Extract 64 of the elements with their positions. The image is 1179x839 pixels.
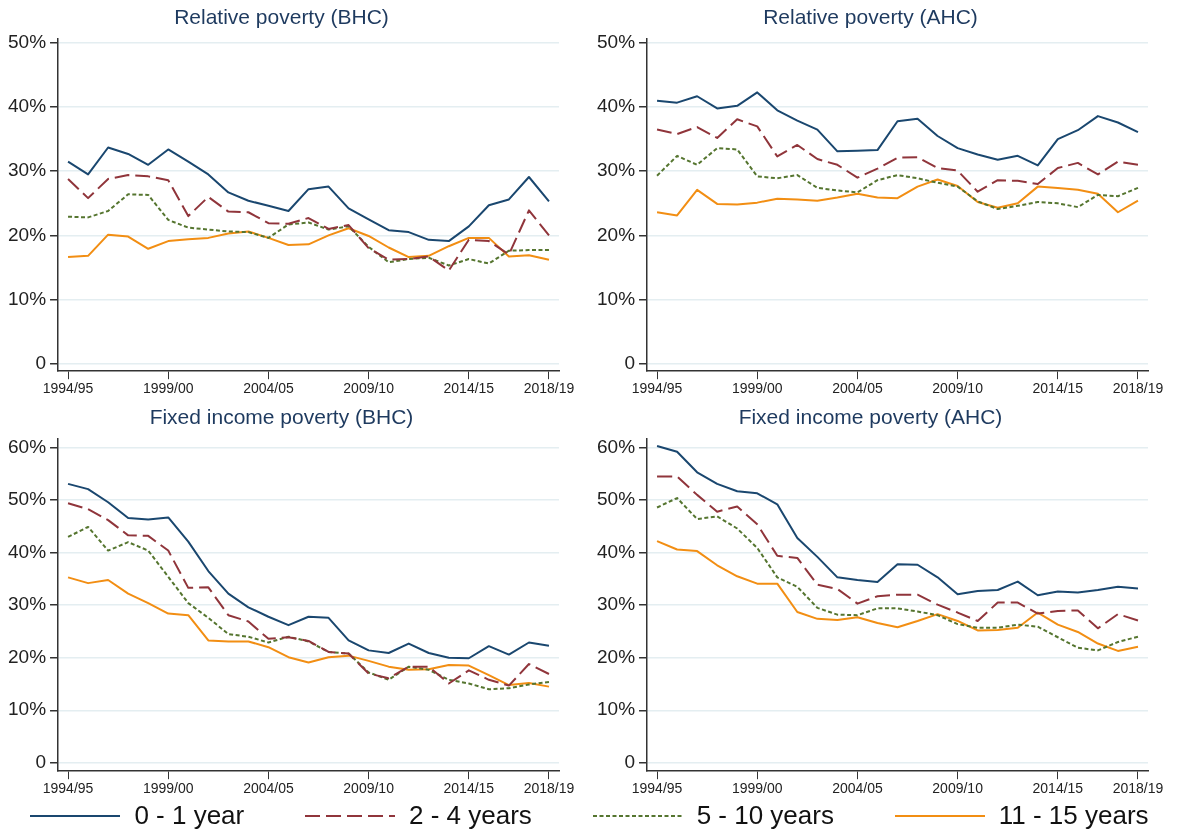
legend-label: 2 - 4 years: [409, 800, 532, 831]
y-tick-label: 0: [624, 751, 636, 773]
y-tick-label: 20%: [597, 645, 636, 667]
legend-label: 5 - 10 years: [696, 800, 834, 831]
x-tick-label: 2018/19: [1112, 780, 1164, 797]
x-tick-label: 1994/95: [42, 380, 94, 397]
chart-title: Fixed income poverty (AHC): [738, 405, 1003, 429]
chart-title: Fixed income poverty (BHC): [149, 405, 414, 429]
line-series: [656, 118, 1139, 193]
y-tick-label: 20%: [8, 645, 47, 667]
y-tick-label: 30%: [597, 159, 636, 181]
y-tick-label: 50%: [597, 488, 636, 510]
y-tick-label: 0: [35, 351, 47, 373]
y-tick-label: 20%: [597, 223, 636, 245]
y-tick-label: 40%: [597, 95, 636, 117]
chart-title: Relative poverty (AHC): [763, 5, 978, 29]
x-tick-label: 2009/10: [343, 380, 395, 397]
x-tick-label: 2004/05: [832, 780, 883, 797]
x-tick-label: 2014/15: [443, 380, 495, 397]
x-tick-label: 1999/00: [142, 380, 194, 397]
chart-title: Relative poverty (BHC): [174, 5, 389, 29]
x-tick-label: 2018/19: [523, 780, 575, 797]
x-tick-label: 2014/15: [1032, 780, 1084, 797]
y-tick-label: 50%: [8, 31, 47, 53]
y-tick-label: 40%: [8, 95, 47, 117]
y-tick-label: 50%: [597, 31, 636, 53]
line-series: [67, 174, 550, 272]
x-tick-label: 2009/10: [932, 780, 984, 797]
x-tick-label: 1994/95: [631, 780, 683, 797]
y-tick-label: 0: [624, 351, 636, 373]
x-tick-label: 2004/05: [832, 380, 883, 397]
y-tick-label: 20%: [8, 223, 47, 245]
x-tick-label: 2009/10: [343, 780, 395, 797]
x-tick-label: 2014/15: [1032, 380, 1084, 397]
legend-label: 0 - 1 year: [134, 800, 245, 831]
x-tick-label: 2004/05: [243, 380, 294, 397]
y-tick-label: 60%: [8, 435, 47, 457]
y-tick-label: 50%: [8, 488, 47, 510]
x-tick-label: 2014/15: [443, 780, 495, 797]
x-tick-label: 1994/95: [42, 780, 94, 797]
x-tick-label: 1999/00: [731, 780, 783, 797]
line-series: [656, 497, 1139, 652]
line-series: [656, 475, 1139, 630]
x-tick-label: 2018/19: [1112, 380, 1164, 397]
y-tick-label: 10%: [8, 698, 47, 720]
y-tick-label: 40%: [597, 540, 636, 562]
x-tick-label: 2018/19: [523, 380, 575, 397]
x-tick-label: 2004/05: [243, 780, 294, 797]
y-tick-label: 10%: [597, 698, 636, 720]
y-tick-label: 30%: [597, 593, 636, 615]
x-tick-label: 2009/10: [932, 380, 984, 397]
y-tick-label: 30%: [8, 159, 47, 181]
x-tick-label: 1999/00: [142, 780, 194, 797]
legend-label: 11 - 15 years: [998, 800, 1149, 831]
x-tick-label: 1994/95: [631, 380, 683, 397]
y-tick-label: 40%: [8, 540, 47, 562]
y-tick-label: 0: [35, 751, 47, 773]
y-tick-label: 30%: [8, 593, 47, 615]
x-tick-label: 1999/00: [731, 380, 783, 397]
line-series: [656, 147, 1139, 211]
y-tick-label: 10%: [597, 287, 636, 309]
y-tick-label: 10%: [8, 287, 47, 309]
line-series: [67, 193, 550, 267]
y-tick-label: 60%: [597, 435, 636, 457]
